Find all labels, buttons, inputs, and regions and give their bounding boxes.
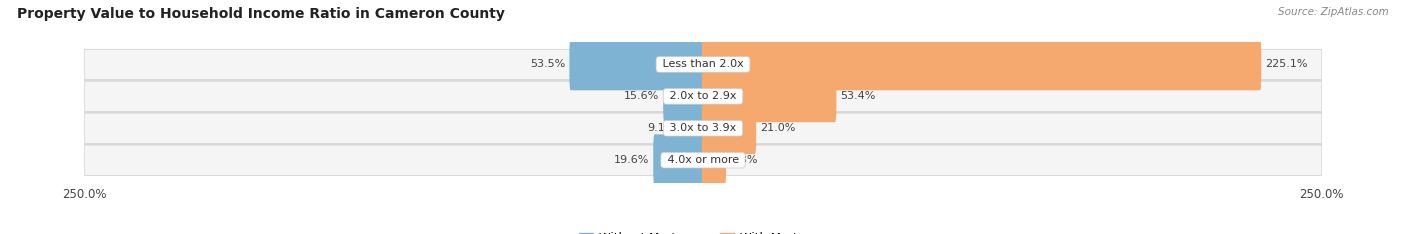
Text: Less than 2.0x: Less than 2.0x (659, 59, 747, 69)
Legend: Without Mortgage, With Mortgage: Without Mortgage, With Mortgage (574, 227, 832, 234)
FancyBboxPatch shape (84, 145, 1322, 175)
Text: 8.8%: 8.8% (730, 155, 758, 165)
Text: 4.0x or more: 4.0x or more (664, 155, 742, 165)
Text: 53.4%: 53.4% (841, 91, 876, 101)
Text: 21.0%: 21.0% (759, 123, 796, 133)
Text: 53.5%: 53.5% (530, 59, 565, 69)
Text: 15.6%: 15.6% (624, 91, 659, 101)
Text: 225.1%: 225.1% (1265, 59, 1308, 69)
Text: 19.6%: 19.6% (614, 155, 650, 165)
FancyBboxPatch shape (702, 102, 756, 154)
FancyBboxPatch shape (702, 39, 1261, 90)
FancyBboxPatch shape (679, 102, 704, 154)
FancyBboxPatch shape (702, 70, 837, 122)
FancyBboxPatch shape (702, 134, 725, 186)
Text: 3.0x to 3.9x: 3.0x to 3.9x (666, 123, 740, 133)
FancyBboxPatch shape (84, 113, 1322, 143)
FancyBboxPatch shape (569, 39, 704, 90)
FancyBboxPatch shape (664, 70, 704, 122)
Text: 9.1%: 9.1% (647, 123, 675, 133)
FancyBboxPatch shape (654, 134, 704, 186)
Text: Property Value to Household Income Ratio in Cameron County: Property Value to Household Income Ratio… (17, 7, 505, 21)
Text: 2.0x to 2.9x: 2.0x to 2.9x (666, 91, 740, 101)
FancyBboxPatch shape (84, 49, 1322, 80)
Text: Source: ZipAtlas.com: Source: ZipAtlas.com (1278, 7, 1389, 17)
FancyBboxPatch shape (84, 81, 1322, 112)
